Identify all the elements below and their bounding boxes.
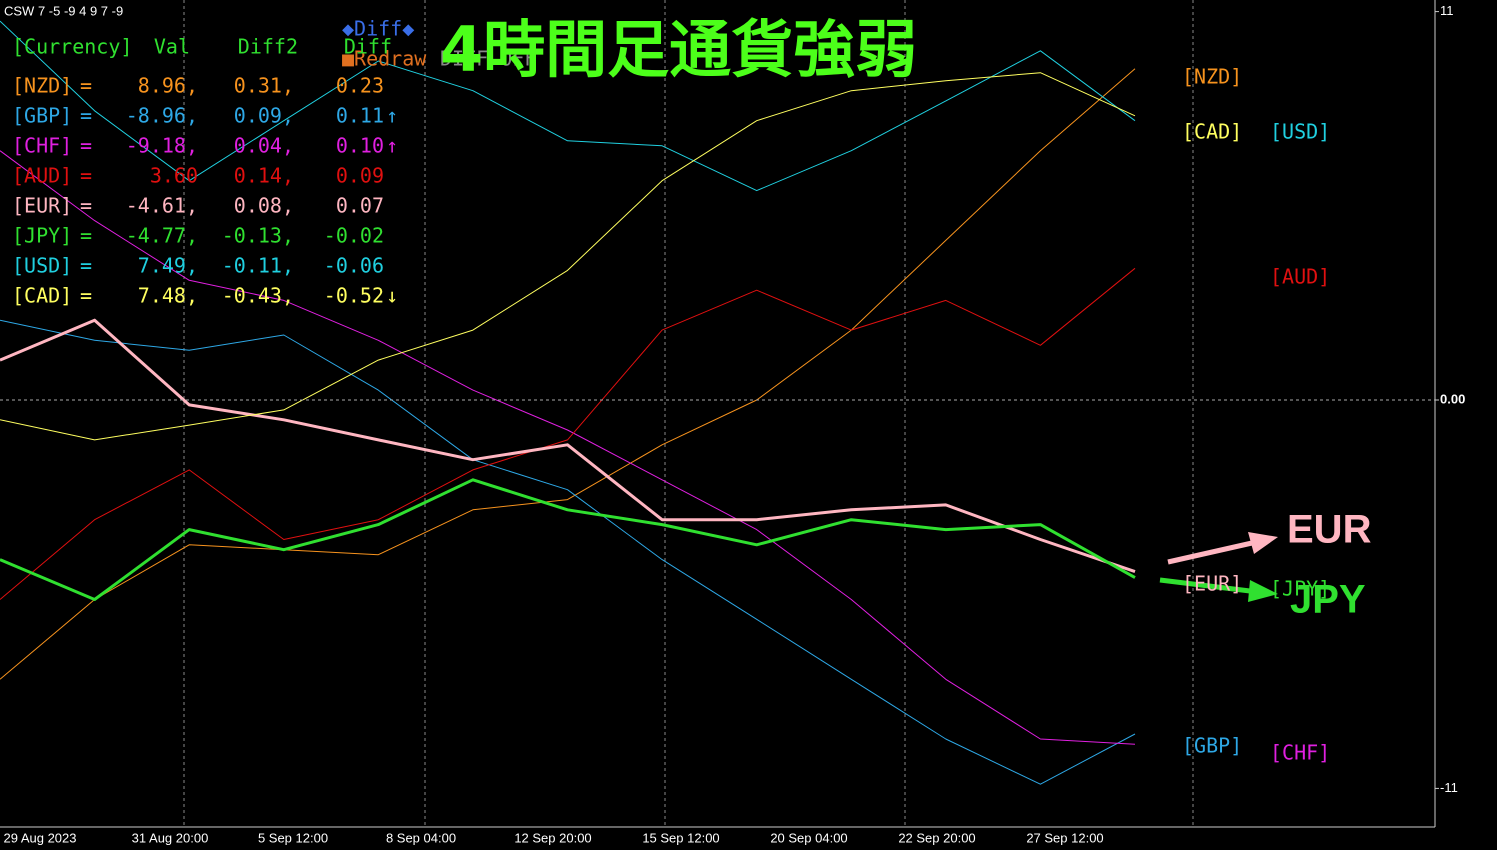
table: [Currency] Val Diff2 Diff [NZD] = 8.96, 0.31, 0.… — [12, 35, 398, 308]
table-cell: = — [80, 224, 92, 248]
table-cell: 0.31, — [234, 74, 294, 98]
legend-item: ◆Diff◆ — [342, 17, 414, 41]
table-cell: [GBP] — [12, 104, 72, 128]
table-cell: -0.06 — [324, 254, 384, 278]
series-label: [JPY] — [1270, 577, 1330, 601]
table-cell: = — [80, 254, 92, 278]
x-tick-label: 15 Sep 12:00 — [642, 830, 719, 845]
table-cell: [AUD] — [12, 164, 72, 188]
x-tick-label: 22 Sep 20:00 — [898, 830, 975, 845]
table-cell: [EUR] — [12, 194, 72, 218]
annotation: EUR — [1287, 508, 1372, 552]
series-line — [0, 318, 1136, 574]
table-header: Val — [154, 35, 190, 59]
x-tick-label: 8 Sep 04:00 — [386, 830, 456, 845]
table-cell: [CHF] — [12, 134, 72, 158]
table-header: Diff — [344, 35, 392, 59]
table-cell: 3.60 — [150, 164, 198, 188]
arrow — [1159, 577, 1251, 594]
table-cell: 0.14, — [234, 164, 294, 188]
series-label: [EUR] — [1182, 572, 1242, 596]
lines — [0, 20, 1136, 785]
table-cell: 0.04, — [234, 134, 294, 158]
x-tick-label: 12 Sep 20:00 — [514, 830, 591, 845]
x-tick-label: 20 Sep 04:00 — [770, 830, 847, 845]
table-cell: = — [80, 74, 92, 98]
series-line — [0, 20, 1136, 192]
legend-item: ■Redraw — [342, 47, 427, 71]
table-cell: -0.52 — [324, 284, 384, 308]
series-line — [0, 267, 1136, 600]
table-cell: 0.08, — [234, 194, 294, 218]
arrow-head — [1248, 532, 1278, 554]
y-tick-label: 11 — [1440, 3, 1454, 18]
table-cell: 7.48, — [138, 284, 198, 308]
table-header: Diff2 — [238, 35, 298, 59]
table-cell: -9.18, — [126, 134, 198, 158]
table-cell: 0.11 — [336, 104, 384, 128]
series-label: [NZD] — [1182, 65, 1242, 89]
table-cell: 0.07 — [336, 194, 384, 218]
y-tick-label: -11 — [1440, 780, 1458, 795]
table-cell: -4.77, — [126, 224, 198, 248]
arrow — [1167, 540, 1253, 565]
table-cell: ↑ — [386, 134, 398, 158]
arrow-head — [1248, 580, 1278, 602]
table-cell: [NZD] — [12, 74, 72, 98]
table-cell: 0.09, — [234, 104, 294, 128]
table-cell: -4.61, — [126, 194, 198, 218]
table-cell: 0.09 — [336, 164, 384, 188]
series-line — [0, 478, 1136, 601]
table-cell: = — [80, 164, 92, 188]
table-cell: -0.11, — [222, 254, 294, 278]
table-cell: -8.96, — [126, 104, 198, 128]
table-cell: ↑ — [386, 104, 398, 128]
x-tick-label: 27 Sep 12:00 — [1026, 830, 1103, 845]
series-label: [AUD] — [1270, 265, 1330, 289]
table-cell: = — [80, 284, 92, 308]
table-cell: = — [80, 194, 92, 218]
series-label: [USD] — [1270, 120, 1330, 144]
series-line — [0, 150, 1136, 745]
table-cell: 7.49, — [138, 254, 198, 278]
series-label: [GBP] — [1182, 734, 1242, 758]
annotation: JPY — [1290, 578, 1366, 622]
table-cell: -0.13, — [222, 224, 294, 248]
chart-title: 4時間足通貨強弱 — [440, 13, 917, 86]
table-cell: -0.02 — [324, 224, 384, 248]
table-cell: 0.10 — [336, 134, 384, 158]
legend: ◆Diff◆ ■Redraw DIFF OFF — [342, 17, 536, 71]
series-line — [0, 68, 1136, 680]
y-tick-label: 0.00 — [1440, 391, 1465, 406]
series-line — [0, 72, 1136, 441]
table-cell: = — [80, 104, 92, 128]
legend-item: DIFF OFF — [440, 47, 536, 71]
table-cell: ↓ — [386, 284, 398, 308]
x-tick-label: 29 Aug 2023 — [3, 830, 76, 845]
x-tick-label: 5 Sep 12:00 — [258, 830, 328, 845]
series-label: [CAD] — [1182, 120, 1242, 144]
table-cell: [USD] — [12, 254, 72, 278]
table-cell: [CAD] — [12, 284, 72, 308]
indicator-label: CSW 7 -5 -9 4 9 7 -9 — [4, 3, 123, 18]
table-cell: 0.23 — [336, 74, 384, 98]
annotation-arrows — [1159, 532, 1278, 602]
table-cell: 8.96, — [138, 74, 198, 98]
x-tick-label: 31 Aug 20:00 — [132, 830, 209, 845]
table-cell: -0.43, — [222, 284, 294, 308]
table-cell: [JPY] — [12, 224, 72, 248]
table-cell: = — [80, 134, 92, 158]
table-header: [Currency] — [12, 35, 132, 59]
series-line — [0, 319, 1136, 785]
series-label: [CHF] — [1270, 741, 1330, 765]
